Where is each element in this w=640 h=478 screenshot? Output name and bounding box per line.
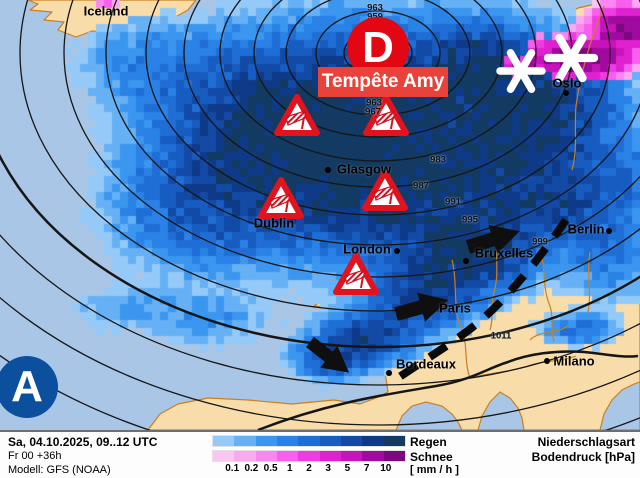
legend-bar: Sa, 04.10.2025, 09..12 UTC Fr 00 +36h Mo…	[0, 430, 640, 478]
snow-scale-step	[383, 451, 405, 461]
city-label-paris: Paris	[439, 300, 471, 316]
scale-ticks: 0.1 0.2 0.5 1 2 3 5 7 10	[0, 463, 640, 477]
wind-warning-icon	[277, 97, 317, 133]
rain-scale-label: Regen	[410, 435, 447, 449]
city-label-berlin: Berlin	[567, 221, 605, 237]
city-label-milano: Milano	[553, 353, 595, 369]
valid-time-label: Sa, 04.10.2025, 09..12 UTC	[8, 435, 158, 449]
scale-tick: 0.2	[244, 463, 259, 474]
city-label-iceland: Iceland	[83, 3, 129, 19]
city-dot-london	[394, 248, 400, 254]
run-info-label: Fr 00 +36h	[8, 450, 62, 462]
pressure-label: 967	[365, 106, 381, 118]
snow-scale-label: Schnee	[410, 450, 453, 464]
city-label-bruxelles: Bruxelles	[474, 245, 534, 261]
pressure-label: 987	[413, 180, 429, 192]
city-label-bordeaux: Bordeaux	[396, 356, 456, 372]
wind-arrow-icon	[301, 331, 358, 384]
snow-scale-step	[213, 451, 235, 461]
wind-warning-icon	[261, 180, 301, 216]
snow-scale-step	[319, 451, 341, 461]
rain-scale-step	[319, 436, 341, 446]
scale-tick: 0.1	[225, 463, 240, 474]
rain-scale-step	[362, 436, 384, 446]
pressure-label: 991	[445, 196, 461, 208]
precip-type-title: Niederschlagsart	[537, 435, 635, 449]
pressure-label: 963	[367, 2, 383, 14]
rain-scale-step	[255, 436, 277, 446]
snow-scale-step	[340, 451, 363, 461]
city-dot-berlin	[606, 228, 612, 234]
snow-color-scale	[212, 450, 406, 462]
pressure-label: 1011	[490, 330, 512, 342]
weather-map: 963 959 963 967 983 987 991 995 999 1011…	[0, 0, 640, 430]
scale-tick: 10	[380, 463, 392, 474]
scale-tick: 3	[325, 463, 331, 474]
rain-scale-step	[383, 436, 405, 446]
city-dot-milano	[544, 358, 550, 364]
snow-scale-step	[255, 451, 277, 461]
model-label: Modell: GFS (NOAA)	[8, 464, 111, 476]
scale-tick: 5	[344, 463, 351, 474]
snow-scale-step	[234, 451, 256, 461]
rain-scale-step	[340, 436, 363, 446]
isobars	[0, 0, 640, 430]
unit-label: [ mm / h ]	[410, 464, 459, 476]
pressure-label: 999	[532, 236, 548, 248]
rain-scale-step	[276, 436, 299, 446]
city-label-oslo: Oslo	[552, 75, 582, 91]
city-dot-bruxelles	[463, 258, 469, 264]
wind-warning-icon	[336, 256, 376, 292]
pressure-label: 983	[430, 154, 446, 166]
wind-warnings	[261, 97, 406, 292]
city-dot-oslo	[563, 90, 569, 96]
rain-scale-step	[213, 436, 235, 446]
high-pressure-badge: A	[0, 356, 58, 418]
storm-name-label: Tempête Amy	[318, 67, 448, 97]
city-label-glasgow: Glasgow	[336, 161, 392, 177]
rain-scale-step	[234, 436, 256, 446]
city-dot-bordeaux	[386, 370, 392, 376]
overlay-graphics	[0, 0, 640, 430]
city-label-dublin: Dublin	[253, 215, 295, 231]
city-dot-glasgow	[325, 167, 331, 173]
wind-warning-icon	[365, 172, 405, 208]
cold-front-line	[395, 217, 570, 382]
scale-tick: 0.5	[263, 463, 278, 474]
snow-scale-step	[362, 451, 384, 461]
country-borders	[451, 5, 605, 379]
pressure-title: Bodendruck [hPa]	[531, 450, 635, 464]
pressure-label: 995	[462, 214, 478, 226]
pressure-label: 963	[366, 97, 382, 109]
scale-tick: 2	[306, 463, 312, 474]
scale-tick: 1	[287, 463, 293, 474]
snow-scale-step	[276, 451, 299, 461]
scale-tick: 7	[363, 463, 370, 474]
rain-scale-step	[298, 436, 320, 446]
city-label-london: London	[343, 241, 391, 257]
snow-scale-step	[298, 451, 320, 461]
rain-color-scale	[212, 435, 406, 447]
